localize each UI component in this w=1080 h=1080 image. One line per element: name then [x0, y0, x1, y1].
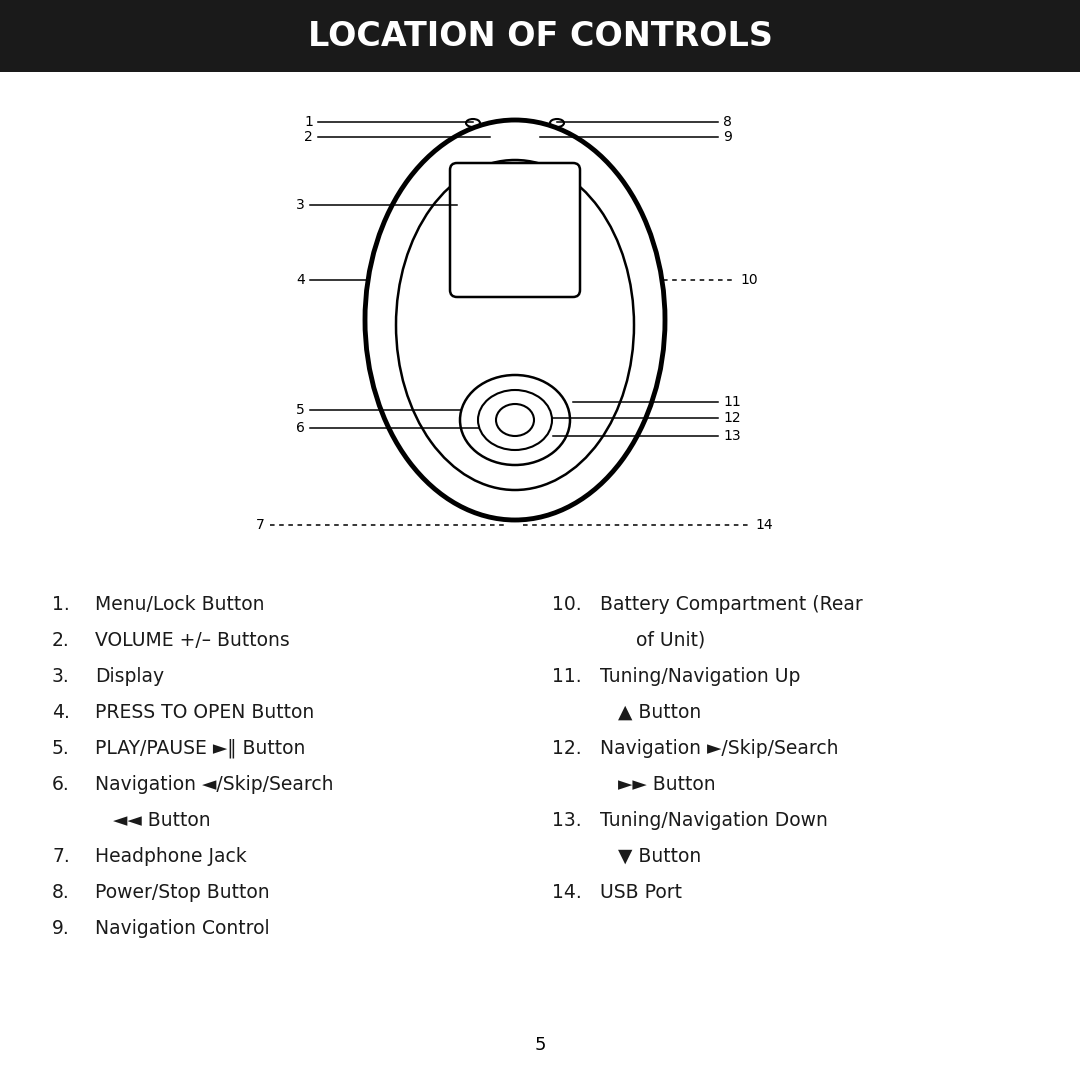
Text: ▲ Button: ▲ Button — [600, 703, 701, 723]
Text: 14.: 14. — [552, 883, 582, 902]
Text: Navigation ◄/Skip/Search: Navigation ◄/Skip/Search — [95, 775, 334, 794]
Text: of Unit): of Unit) — [600, 631, 705, 650]
Text: 11: 11 — [723, 395, 741, 409]
Text: ▼ Button: ▼ Button — [600, 847, 701, 866]
Text: 13: 13 — [723, 429, 741, 443]
Text: 7.: 7. — [52, 847, 70, 866]
Text: ◄◄ Button: ◄◄ Button — [95, 811, 211, 831]
Text: ►► Button: ►► Button — [600, 775, 716, 794]
Text: Navigation ►/Skip/Search: Navigation ►/Skip/Search — [600, 739, 838, 758]
Text: 5: 5 — [535, 1036, 545, 1054]
Text: 10.: 10. — [552, 595, 582, 615]
Text: 12.: 12. — [552, 739, 582, 758]
Text: 9: 9 — [723, 130, 732, 144]
Text: 3: 3 — [296, 198, 305, 212]
Text: 11.: 11. — [552, 667, 582, 686]
Text: 8: 8 — [723, 114, 732, 129]
FancyBboxPatch shape — [0, 0, 1080, 72]
Text: Navigation Control: Navigation Control — [95, 919, 270, 939]
Text: 5: 5 — [296, 403, 305, 417]
Text: Power/Stop Button: Power/Stop Button — [95, 883, 270, 902]
Text: 2.: 2. — [52, 631, 70, 650]
Text: Headphone Jack: Headphone Jack — [95, 847, 246, 866]
Text: 2: 2 — [305, 130, 313, 144]
Text: 6: 6 — [296, 421, 305, 435]
Text: 12: 12 — [723, 411, 741, 426]
Text: 14: 14 — [755, 518, 772, 532]
Text: 4: 4 — [296, 273, 305, 287]
Text: Battery Compartment (Rear: Battery Compartment (Rear — [600, 595, 863, 615]
Text: PRESS TO OPEN Button: PRESS TO OPEN Button — [95, 703, 314, 723]
FancyBboxPatch shape — [450, 163, 580, 297]
Text: 7: 7 — [256, 518, 265, 532]
Text: 3.: 3. — [52, 667, 70, 686]
Text: Display: Display — [95, 667, 164, 686]
Text: 10: 10 — [740, 273, 758, 287]
Text: VOLUME +/– Buttons: VOLUME +/– Buttons — [95, 631, 289, 650]
Text: USB Port: USB Port — [600, 883, 681, 902]
Text: Tuning/Navigation Down: Tuning/Navigation Down — [600, 811, 828, 831]
Text: 8.: 8. — [52, 883, 70, 902]
Text: 1.: 1. — [52, 595, 70, 615]
Text: 13.: 13. — [552, 811, 582, 831]
Text: 5.: 5. — [52, 739, 70, 758]
Text: PLAY/PAUSE ►‖ Button: PLAY/PAUSE ►‖ Button — [95, 739, 306, 758]
Text: 1: 1 — [305, 114, 313, 129]
Text: Tuning/Navigation Up: Tuning/Navigation Up — [600, 667, 800, 686]
Text: LOCATION OF CONTROLS: LOCATION OF CONTROLS — [308, 19, 772, 53]
Text: Menu/Lock Button: Menu/Lock Button — [95, 595, 265, 615]
Text: 6.: 6. — [52, 775, 70, 794]
Text: 4.: 4. — [52, 703, 70, 723]
Text: 9.: 9. — [52, 919, 70, 939]
